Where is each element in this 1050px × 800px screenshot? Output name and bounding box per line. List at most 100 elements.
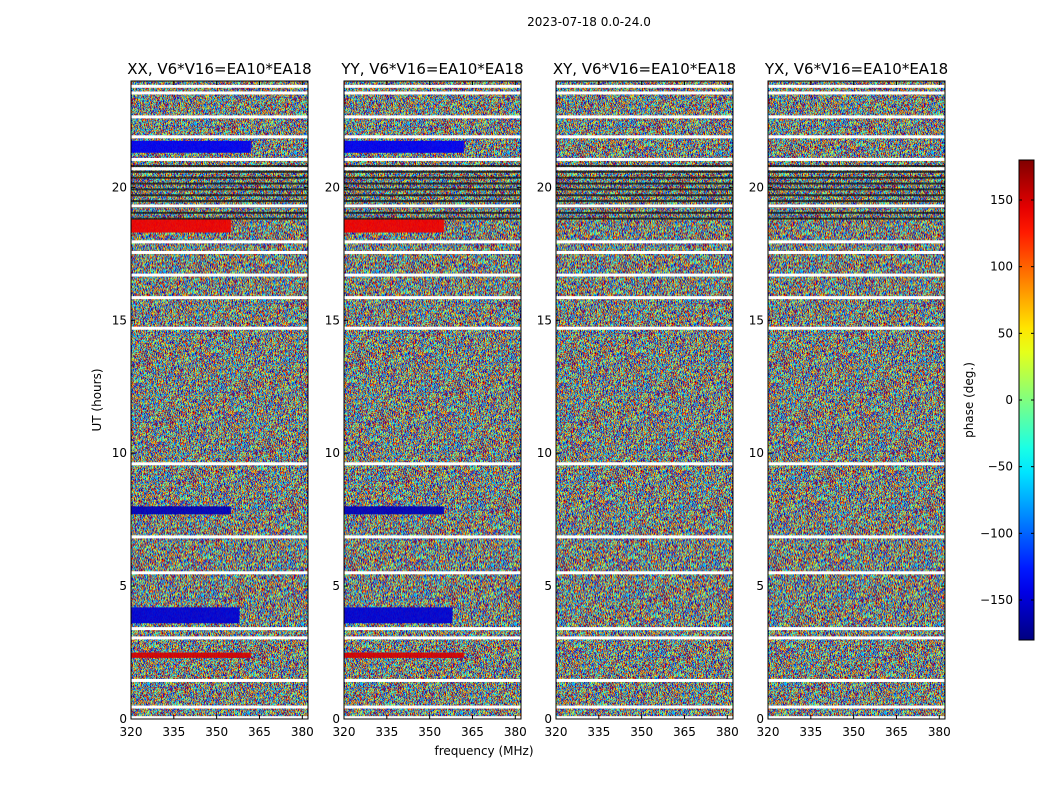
flagged-gap xyxy=(556,157,733,161)
panel-title: XX, V6*V16=EA10*EA18 xyxy=(127,60,311,78)
y-tick-label: 10 xyxy=(325,446,340,460)
dark-band xyxy=(344,200,521,203)
flagged-gap xyxy=(131,167,308,171)
panel-frame xyxy=(555,80,734,720)
flagged-gap xyxy=(768,250,945,254)
colorbar-tick-label: 150 xyxy=(990,193,1013,207)
flagged-gap xyxy=(344,240,521,244)
flagged-gap xyxy=(131,135,308,139)
phase-band xyxy=(344,140,464,153)
x-tick-label: 365 xyxy=(248,725,271,739)
flagged-gap xyxy=(131,240,308,244)
phase-band xyxy=(131,506,231,515)
flagged-gap xyxy=(556,462,733,466)
dark-band xyxy=(344,165,521,168)
flagged-gap xyxy=(131,250,308,254)
phase-band xyxy=(131,652,251,658)
y-tick-label: 20 xyxy=(749,180,764,194)
flagged-gap xyxy=(556,91,733,95)
flagged-gap xyxy=(768,157,945,161)
dark-band xyxy=(768,200,945,203)
flagged-gap xyxy=(768,627,945,631)
x-tick-label: 320 xyxy=(333,725,356,739)
panel-xy: XY, V6*V16=EA10*EA18 320 335 350 365 380 0 5 10 1… xyxy=(537,60,739,739)
flagged-gap xyxy=(768,204,945,208)
x-tick-label: 320 xyxy=(757,725,780,739)
y-axis-label: UT (hours) xyxy=(90,368,104,431)
flagged-gap xyxy=(556,627,733,631)
dark-band xyxy=(344,176,521,179)
phase-band xyxy=(131,140,251,153)
dark-band xyxy=(556,176,733,179)
y-tick-label: 15 xyxy=(325,313,340,327)
flagged-gap xyxy=(768,91,945,95)
phase-features xyxy=(556,84,733,719)
dark-band xyxy=(556,211,733,214)
dark-band xyxy=(768,211,945,214)
flagged-gap xyxy=(556,240,733,244)
x-tick-label: 335 xyxy=(587,725,610,739)
figure-suptitle: 2023-07-18 0.0-24.0 xyxy=(527,15,651,29)
colorbar: 150 100 50 0 −50 −100 −150 xyxy=(980,159,1035,641)
x-tick-label: 350 xyxy=(842,725,865,739)
colorbar-tick-label: −50 xyxy=(988,460,1013,474)
x-tick-label: 335 xyxy=(799,725,822,739)
flagged-gap xyxy=(768,240,945,244)
flagged-gap xyxy=(768,84,945,88)
flagged-gap xyxy=(768,571,945,575)
flagged-gap xyxy=(556,273,733,277)
flagged-gap xyxy=(556,167,733,171)
colorbar-tick-label: 100 xyxy=(990,260,1013,274)
panel-title: YY, V6*V16=EA10*EA18 xyxy=(340,60,523,78)
panels-group: XX, V6*V16=EA10*EA18 320 335 350 365 380 0 5 10 1… xyxy=(112,60,951,739)
panel-title: XY, V6*V16=EA10*EA18 xyxy=(553,60,736,78)
y-tick-label: 5 xyxy=(756,579,764,593)
dark-band xyxy=(131,194,308,197)
y-tick-label: 5 xyxy=(332,579,340,593)
y-tick-label: 0 xyxy=(544,712,552,726)
flagged-gap xyxy=(344,115,521,119)
dark-band xyxy=(344,211,521,214)
flagged-gap xyxy=(556,636,733,640)
dark-band xyxy=(556,194,733,197)
flagged-gap xyxy=(344,296,521,300)
y-tick-label: 10 xyxy=(112,446,127,460)
flagged-gap xyxy=(131,326,308,330)
flagged-gap xyxy=(131,115,308,119)
dark-band xyxy=(344,182,521,185)
flagged-gap xyxy=(556,115,733,119)
x-tick-label: 380 xyxy=(716,725,739,739)
flagged-gap xyxy=(556,535,733,539)
x-tick-label: 335 xyxy=(375,725,398,739)
dark-band xyxy=(768,182,945,185)
panel-yy: YY, V6*V16=EA10*EA18 320 335 350 365 380 0 5 10 1… xyxy=(325,60,527,739)
panel-title: YX, V6*V16=EA10*EA18 xyxy=(764,60,948,78)
x-tick-label: 320 xyxy=(545,725,568,739)
x-tick-label: 365 xyxy=(673,725,696,739)
flagged-gap xyxy=(344,250,521,254)
flagged-gap xyxy=(556,84,733,88)
flagged-gap xyxy=(344,571,521,575)
y-tick-label: 15 xyxy=(749,313,764,327)
flagged-gap xyxy=(344,636,521,640)
x-tick-label: 365 xyxy=(885,725,908,739)
dark-band xyxy=(131,176,308,179)
x-tick-label: 380 xyxy=(291,725,314,739)
dark-band xyxy=(556,170,733,173)
dark-band xyxy=(768,165,945,168)
flagged-gap xyxy=(131,705,308,709)
y-tick-label: 10 xyxy=(537,446,552,460)
flagged-gap xyxy=(768,326,945,330)
dark-band xyxy=(131,182,308,185)
dark-band xyxy=(131,211,308,214)
flagged-gap xyxy=(344,462,521,466)
panel-frame xyxy=(130,80,309,720)
panel-frame xyxy=(767,80,946,720)
flagged-gap xyxy=(556,571,733,575)
phase-features xyxy=(768,84,945,719)
flagged-gap xyxy=(344,167,521,171)
flagged-gap xyxy=(344,157,521,161)
phase-band xyxy=(131,219,231,233)
phase-band xyxy=(131,607,240,624)
